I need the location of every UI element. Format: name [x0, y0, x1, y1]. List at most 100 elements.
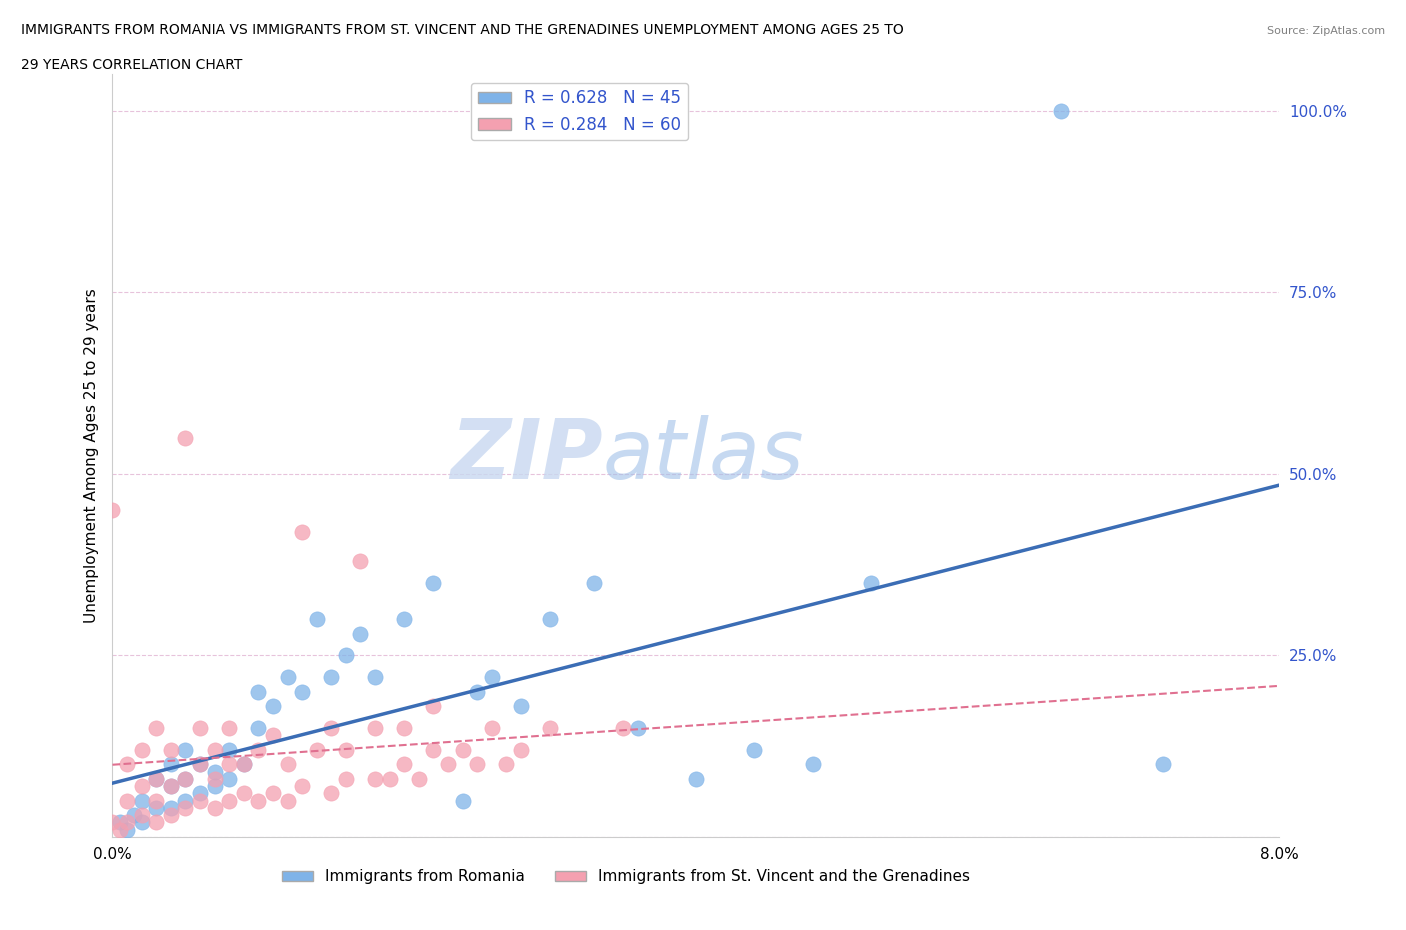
Point — [188, 757, 211, 772]
Point — [204, 801, 226, 816]
Point — [218, 793, 240, 808]
Point — [174, 772, 197, 787]
Point — [451, 742, 474, 757]
Point — [108, 822, 131, 837]
Point — [131, 808, 153, 823]
Point — [291, 525, 314, 539]
Point — [801, 757, 824, 772]
Text: Source: ZipAtlas.com: Source: ZipAtlas.com — [1267, 26, 1385, 36]
Point — [101, 815, 124, 830]
Point — [232, 757, 254, 772]
Point — [335, 742, 357, 757]
Point — [124, 808, 146, 823]
Point — [1152, 757, 1174, 772]
Point — [1049, 103, 1071, 118]
Point — [349, 553, 371, 568]
Point — [422, 698, 444, 713]
Point — [392, 757, 416, 772]
Point — [174, 772, 197, 787]
Point — [160, 808, 183, 823]
Point — [378, 772, 401, 787]
Point — [131, 815, 153, 830]
Point — [321, 721, 343, 736]
Point — [247, 793, 270, 808]
Text: 29 YEARS CORRELATION CHART: 29 YEARS CORRELATION CHART — [21, 58, 242, 72]
Point — [115, 757, 138, 772]
Point — [218, 721, 240, 736]
Point — [612, 721, 634, 736]
Point — [481, 721, 503, 736]
Point — [160, 801, 183, 816]
Point — [392, 721, 416, 736]
Point — [422, 742, 444, 757]
Point — [247, 721, 270, 736]
Point — [742, 742, 765, 757]
Point — [335, 648, 357, 663]
Point — [160, 742, 183, 757]
Point — [188, 721, 211, 736]
Point — [145, 815, 167, 830]
Point — [392, 612, 416, 627]
Point — [174, 742, 197, 757]
Point — [131, 778, 153, 793]
Point — [188, 793, 211, 808]
Point — [276, 757, 298, 772]
Point — [321, 670, 343, 684]
Point — [188, 786, 211, 801]
Point — [204, 764, 226, 779]
Point — [364, 670, 387, 684]
Text: ZIP: ZIP — [450, 415, 603, 497]
Point — [218, 757, 240, 772]
Point — [422, 576, 444, 591]
Point — [204, 778, 226, 793]
Point — [232, 757, 254, 772]
Point — [509, 742, 531, 757]
Point — [145, 801, 167, 816]
Point — [204, 772, 226, 787]
Point — [247, 742, 270, 757]
Point — [262, 786, 284, 801]
Point — [174, 430, 197, 445]
Point — [115, 815, 138, 830]
Point — [276, 793, 298, 808]
Point — [247, 684, 270, 699]
Point — [582, 576, 605, 591]
Legend: Immigrants from Romania, Immigrants from St. Vincent and the Grenadines: Immigrants from Romania, Immigrants from… — [276, 863, 976, 890]
Point — [232, 786, 254, 801]
Text: IMMIGRANTS FROM ROMANIA VS IMMIGRANTS FROM ST. VINCENT AND THE GRENADINES UNEMPL: IMMIGRANTS FROM ROMANIA VS IMMIGRANTS FR… — [21, 23, 904, 37]
Point — [218, 742, 240, 757]
Point — [174, 793, 197, 808]
Point — [160, 778, 183, 793]
Text: atlas: atlas — [603, 415, 804, 497]
Point — [364, 772, 387, 787]
Point — [218, 772, 240, 787]
Point — [204, 742, 226, 757]
Point — [276, 670, 298, 684]
Point — [145, 721, 167, 736]
Point — [437, 757, 460, 772]
Point — [685, 772, 707, 787]
Point — [115, 793, 138, 808]
Point — [262, 728, 284, 743]
Point — [108, 815, 131, 830]
Point — [145, 793, 167, 808]
Point — [305, 742, 328, 757]
Point — [364, 721, 387, 736]
Point — [335, 772, 357, 787]
Point — [174, 801, 197, 816]
Point — [115, 822, 138, 837]
Point — [188, 757, 211, 772]
Point — [291, 778, 314, 793]
Point — [291, 684, 314, 699]
Point — [538, 612, 561, 627]
Point — [131, 793, 153, 808]
Point — [495, 757, 517, 772]
Point — [160, 778, 183, 793]
Point — [145, 772, 167, 787]
Point — [481, 670, 503, 684]
Point — [509, 698, 531, 713]
Point — [465, 757, 488, 772]
Point — [465, 684, 488, 699]
Point — [538, 721, 561, 736]
Point — [349, 626, 371, 641]
